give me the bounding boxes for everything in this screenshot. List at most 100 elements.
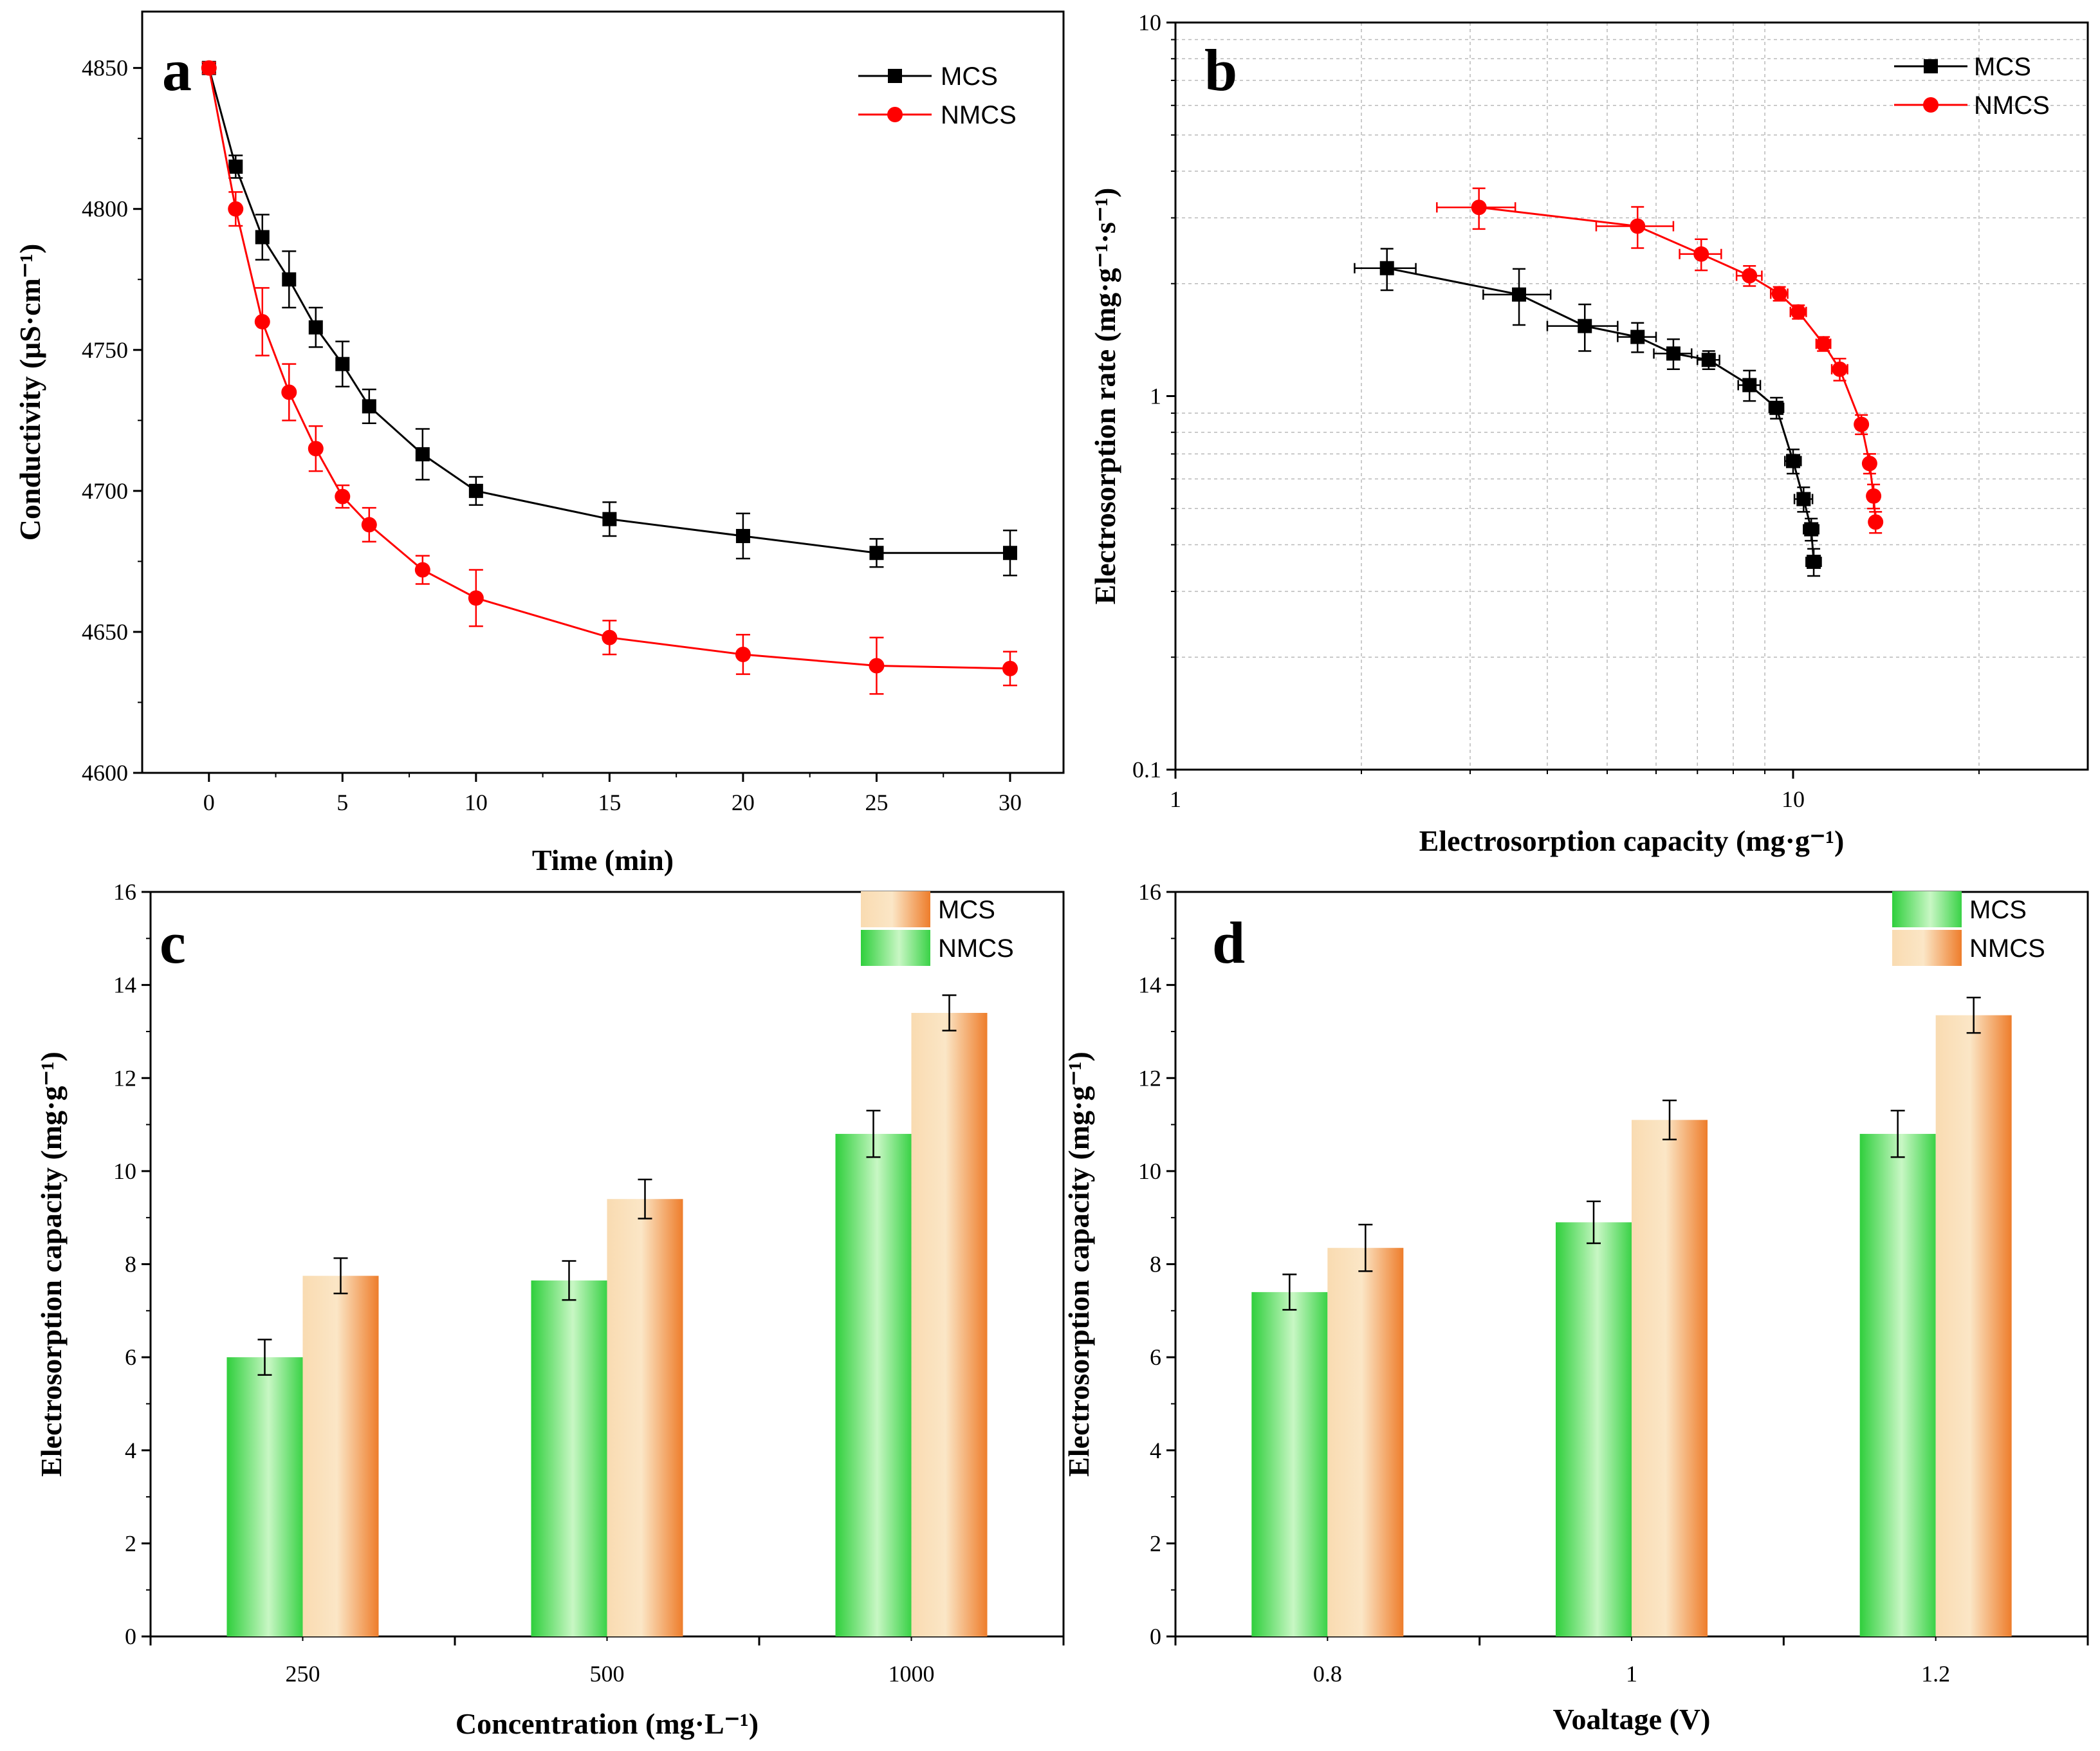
- data-point-NMCS: [602, 629, 618, 645]
- legend-marker-NMCS: [887, 107, 903, 122]
- x-category-label: 500: [590, 1661, 625, 1687]
- panel-label-c: c: [160, 910, 186, 976]
- y-axis-label: Electrosorption capacity (mg·g⁻¹): [35, 1052, 68, 1477]
- y-tick-label: 4750: [82, 337, 128, 363]
- data-point-NMCS: [1861, 456, 1877, 472]
- y-tick-label: 14: [113, 972, 136, 998]
- x-tick-label: 15: [598, 790, 621, 815]
- data-point-NMCS: [254, 313, 270, 329]
- bar-NMCS: [1935, 1015, 2012, 1636]
- x-tick-label: 20: [732, 790, 755, 815]
- data-point-NMCS: [335, 488, 351, 505]
- data-point-NMCS: [1630, 218, 1646, 234]
- y-tick-label: 4: [125, 1438, 136, 1463]
- legend-label-MCS: MCS: [1969, 896, 2027, 924]
- bar-MCS: [1251, 1292, 1328, 1636]
- x-category-label: 250: [286, 1661, 320, 1687]
- error-bar-orange: [333, 1257, 348, 1295]
- data-point-NMCS: [1832, 361, 1848, 377]
- error-bar-NMCS: [1663, 1099, 1677, 1140]
- data-point-NMCS: [1791, 304, 1807, 320]
- y-axis-label: Electrosorption rate (mg·g⁻¹·s⁻¹): [1089, 188, 1121, 605]
- data-point-MCS: [1512, 287, 1527, 302]
- data-point-NMCS: [468, 590, 484, 606]
- data-point-NMCS: [228, 201, 244, 217]
- y-tick-label: 4850: [82, 55, 128, 81]
- x-tick-label: 5: [336, 790, 348, 815]
- panel-a-frame: [141, 10, 1065, 774]
- data-point-MCS: [1630, 329, 1645, 344]
- legend-label-NMCS: NMCS: [941, 101, 1017, 129]
- data-point-MCS: [1578, 319, 1592, 333]
- y-axis-label: Conductivity (μS·cm⁻¹): [14, 244, 46, 541]
- data-point-MCS: [1807, 555, 1821, 570]
- error-bar-green: [562, 1260, 576, 1301]
- error-bar-green: [866, 1109, 881, 1158]
- error-bar-MCS: [1890, 1109, 1905, 1158]
- series-line-MCS: [1386, 267, 1815, 562]
- y-tick-label: 10: [1138, 1158, 1161, 1184]
- error-bar-orange: [638, 1178, 652, 1219]
- error-bar-NMCS: [1358, 1223, 1373, 1272]
- y-tick-label: 8: [1150, 1252, 1161, 1277]
- x-category-label: 1: [1626, 1661, 1637, 1687]
- x-axis-label: Electrosorption capacity (mg·g⁻¹): [1419, 824, 1845, 857]
- bar-NMCS: [1632, 1120, 1708, 1636]
- legend-marker-NMCS: [1923, 97, 1939, 113]
- y-tick-label: 4600: [82, 760, 128, 786]
- data-point-MCS: [415, 447, 430, 461]
- data-point-NMCS: [281, 384, 297, 400]
- y-tick-label: 10: [1138, 10, 1161, 35]
- error-bar-MCS: [1282, 1274, 1297, 1311]
- legend-swatch-NMCS: [861, 930, 930, 966]
- x-category-label: 1000: [889, 1661, 935, 1687]
- data-point-MCS: [228, 159, 243, 174]
- panel-b-rate-vs-capacity: 1 10 0.1 1 10 Electrosorption capacity (mg·g⁻…: [1089, 10, 2089, 857]
- y-tick-label: 10: [113, 1158, 136, 1184]
- series-line-NMCS: [1478, 206, 1877, 523]
- y-tick-label: 16: [1138, 879, 1161, 905]
- bar-orange: [911, 1013, 988, 1636]
- panel-c-capacity-vs-concentration: 0 2 4 6 8 10 12 14 16 250 500 1000 Concentration (mg…: [35, 879, 1065, 1740]
- data-point-MCS: [308, 320, 323, 335]
- error-bar-NMCS: [1966, 996, 1981, 1034]
- bar-green: [226, 1357, 303, 1636]
- legend-label-NMCS: NMCS: [938, 934, 1014, 963]
- data-point-MCS: [1701, 353, 1716, 367]
- data-point-NMCS: [201, 60, 217, 76]
- panel-label-d: d: [1212, 910, 1245, 976]
- data-point-MCS: [1666, 346, 1681, 361]
- legend-label-MCS: MCS: [1974, 53, 2031, 81]
- bar-MCS: [1859, 1134, 1936, 1636]
- data-point-NMCS: [1816, 336, 1832, 352]
- y-tick-label: 4700: [82, 478, 128, 504]
- bar-NMCS: [1327, 1248, 1404, 1636]
- data-point-MCS: [1804, 522, 1819, 537]
- data-point-NMCS: [1868, 514, 1884, 530]
- legend-swatch-NMCS: [1892, 930, 1962, 966]
- error-bar-orange: [942, 994, 957, 1032]
- data-point-MCS: [255, 230, 270, 245]
- y-tick-label: 0.1: [1132, 757, 1161, 783]
- data-point-MCS: [602, 512, 617, 526]
- x-axis-label: Time (min): [532, 844, 674, 876]
- data-point-MCS: [1379, 261, 1394, 275]
- x-axis-label: Voaltage (V): [1553, 1703, 1711, 1736]
- y-tick-label: 16: [113, 879, 136, 905]
- data-point-NMCS: [1771, 286, 1787, 302]
- data-point-MCS: [468, 483, 483, 498]
- panel-b-frame: [1174, 21, 2089, 771]
- error-bar-MCS: [1587, 1200, 1601, 1245]
- y-tick-label: 12: [1138, 1065, 1161, 1091]
- data-point-NMCS: [1866, 488, 1882, 504]
- y-tick-label: 2: [125, 1530, 136, 1556]
- legend-label-NMCS: NMCS: [1974, 91, 2050, 120]
- x-tick-label: 30: [999, 790, 1022, 815]
- error-bar-green: [257, 1339, 272, 1376]
- legend-label-MCS: MCS: [938, 896, 995, 924]
- data-point-MCS: [1769, 400, 1784, 415]
- data-point-NMCS: [414, 562, 430, 578]
- y-tick-label: 1: [1150, 384, 1161, 409]
- data-point-NMCS: [735, 646, 751, 662]
